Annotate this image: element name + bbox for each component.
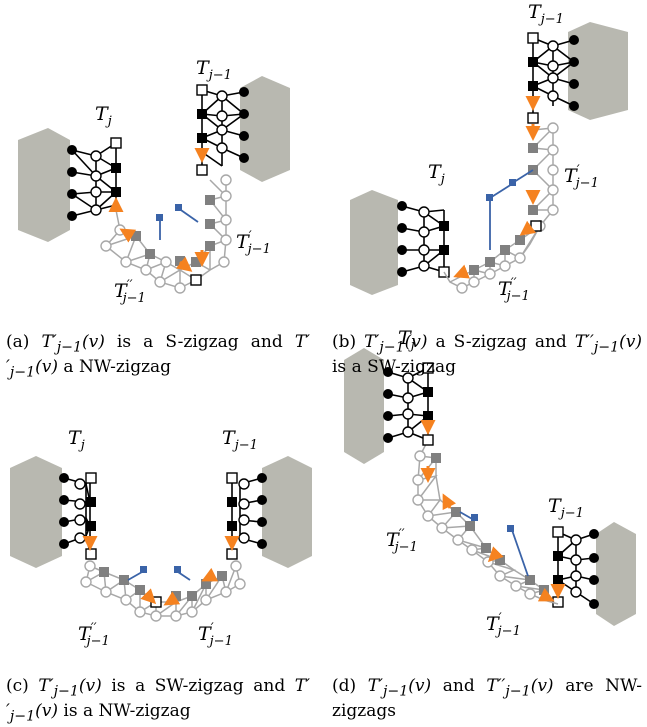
- gray-nodes-d: [412, 434, 549, 600]
- gray-region-left-c: [10, 456, 62, 568]
- gray-region-left-d: [344, 348, 384, 464]
- label-Tj-d: Tj: [398, 327, 415, 353]
- panel-c: [10, 456, 312, 622]
- gray-nodes-b: [456, 122, 559, 294]
- label-Tjm1-c: Tj−1: [222, 427, 258, 453]
- caption-b: (b) T′j−1(v) a S-zigzag and T′′j−1(v) is…: [332, 332, 643, 378]
- orange-arrows-c: [82, 536, 240, 606]
- gray-region-right-d: [596, 522, 636, 626]
- orange-arrows-a: [108, 148, 210, 272]
- blue-path-d: [459, 511, 529, 577]
- gray-region-left-b: [350, 190, 398, 295]
- label-Tp-b: T′ j−1: [564, 163, 599, 191]
- nodes-Tjm1-a: [196, 84, 249, 176]
- blue-path-b: [486, 169, 534, 250]
- label-Tjm1-d: Tj−1: [548, 495, 584, 521]
- label-Tp-a: T′ j−1: [236, 229, 271, 257]
- gray-region-right-b: [568, 22, 628, 120]
- panel-a: [18, 76, 290, 294]
- label-Tpp-a: T′′ j−1: [114, 278, 146, 306]
- label-Tj-c: Tj: [68, 427, 85, 453]
- gray-nodes-c: [80, 560, 246, 622]
- label-Tjm1-b: Tj−1: [528, 1, 564, 27]
- blue-path-a: [156, 204, 199, 240]
- caption-a: (a) T′j−1(v) is a S-zigzag and T′′j−1(v)…: [6, 332, 311, 381]
- nodes-Tj-c: [59, 472, 97, 560]
- label-Tp-d: T′ j−1: [486, 611, 521, 639]
- gray-region-right-c: [262, 456, 312, 568]
- gray-lattice-d: [416, 439, 559, 605]
- nodes-Tjm1-b: [527, 32, 579, 124]
- caption-c: (c) T′j−1(v) is a SW-zigzag and T′′j−1(v…: [6, 676, 310, 725]
- blue-path-c: [127, 566, 191, 581]
- orange-arrows-b: [453, 96, 541, 279]
- label-Tj-a: Tj: [95, 103, 112, 129]
- panel-d: [344, 348, 636, 626]
- caption-d: (d) T′j−1(v) and T′′j−1(v) are NW-zigzag…: [332, 676, 642, 722]
- orange-arrows-d: [420, 420, 566, 602]
- label-Tpp-b: T′′ j−1: [498, 276, 530, 304]
- labels: Tj Tj−1 T′ j−1 T′′ j−1 Tj Tj−1 T′ j−1 T′′ j−…: [68, 1, 599, 649]
- label-Tp-c: T′ j−1: [198, 621, 233, 649]
- label-Tj-b: Tj: [428, 161, 445, 187]
- nodes-Tj-b: [397, 201, 450, 278]
- panel-b: [350, 22, 628, 295]
- nodes-Tjm1-d: [552, 526, 599, 609]
- label-Tpp-d: T′′ j−1: [386, 527, 418, 555]
- nodes-Tj-a: [67, 137, 122, 221]
- label-Tjm1-a: Tj−1: [196, 57, 232, 83]
- nodes-Tj-d: [383, 362, 434, 443]
- gray-region-right-a: [240, 76, 290, 182]
- gray-region-left-a: [18, 128, 70, 242]
- label-Tpp-c: T′′ j−1: [78, 621, 110, 649]
